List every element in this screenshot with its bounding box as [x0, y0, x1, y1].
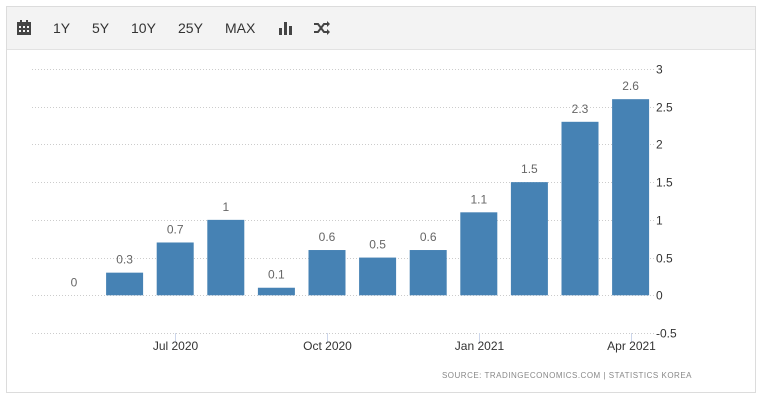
data-label: 1.1	[470, 192, 487, 206]
bars	[106, 99, 650, 296]
bar[interactable]	[561, 121, 599, 296]
y-tick-label: 0	[656, 289, 663, 303]
bar[interactable]	[156, 242, 194, 296]
bar[interactable]	[510, 182, 548, 296]
y-tick-label: 2	[656, 138, 663, 152]
data-labels: 0 0.3 0.7 1 0.1 0.6 0.5 0.6 1.1 1.5 2.3 2.6	[71, 79, 640, 289]
data-label: 0.7	[167, 222, 184, 236]
bar[interactable]	[359, 257, 397, 296]
range-1y-button[interactable]: 1Y	[53, 20, 71, 36]
y-tick-label: 1.5	[656, 176, 673, 190]
bar[interactable]	[460, 212, 498, 296]
bar[interactable]	[106, 272, 144, 296]
bar[interactable]	[207, 219, 245, 296]
bar[interactable]	[257, 287, 295, 296]
bar[interactable]	[308, 250, 346, 296]
y-tick-label: 1	[656, 214, 663, 228]
y-tick-label: 2.5	[656, 101, 673, 115]
data-label: 2.3	[572, 102, 589, 116]
range-10y-button[interactable]: 10Y	[131, 20, 156, 36]
x-tick-label: Apr 2021	[607, 339, 656, 353]
data-label: 0.3	[116, 253, 133, 267]
bar[interactable]	[409, 250, 447, 296]
calendar-icon[interactable]	[16, 20, 32, 36]
data-label: 1.5	[521, 162, 538, 176]
data-label: 0	[71, 275, 78, 289]
bar-chart-icon[interactable]	[278, 20, 294, 36]
data-label: 0.5	[369, 238, 386, 252]
data-label: 1	[222, 200, 229, 214]
data-label: 0.6	[319, 230, 336, 244]
grid-lines	[32, 69, 655, 334]
toolbar: 1Y 5Y 10Y 25Y MAX	[7, 7, 755, 50]
y-tick-label: -0.5	[656, 327, 677, 341]
y-axis: 3 2.5 2 1.5 1 0.5 0 -0.5	[656, 63, 677, 341]
range-25y-button[interactable]: 25Y	[178, 20, 203, 36]
source-note: SOURCE: TRADINGECONOMICS.COM | STATISTIC…	[442, 371, 692, 380]
range-max-button[interactable]: MAX	[225, 20, 256, 36]
shuffle-icon[interactable]	[313, 20, 330, 36]
y-tick-label: 3	[656, 63, 663, 77]
data-label: 0.1	[268, 268, 285, 282]
x-tick-label: Jul 2020	[153, 339, 199, 353]
x-tick-label: Oct 2020	[303, 339, 352, 353]
y-tick-label: 0.5	[656, 252, 673, 266]
x-axis: Jul 2020 Oct 2020 Jan 2021 Apr 2021	[153, 333, 656, 353]
bar[interactable]	[612, 99, 650, 296]
data-label: 0.6	[420, 230, 437, 244]
x-tick-label: Jan 2021	[455, 339, 505, 353]
range-5y-button[interactable]: 5Y	[92, 20, 110, 36]
data-label: 2.6	[622, 79, 639, 93]
